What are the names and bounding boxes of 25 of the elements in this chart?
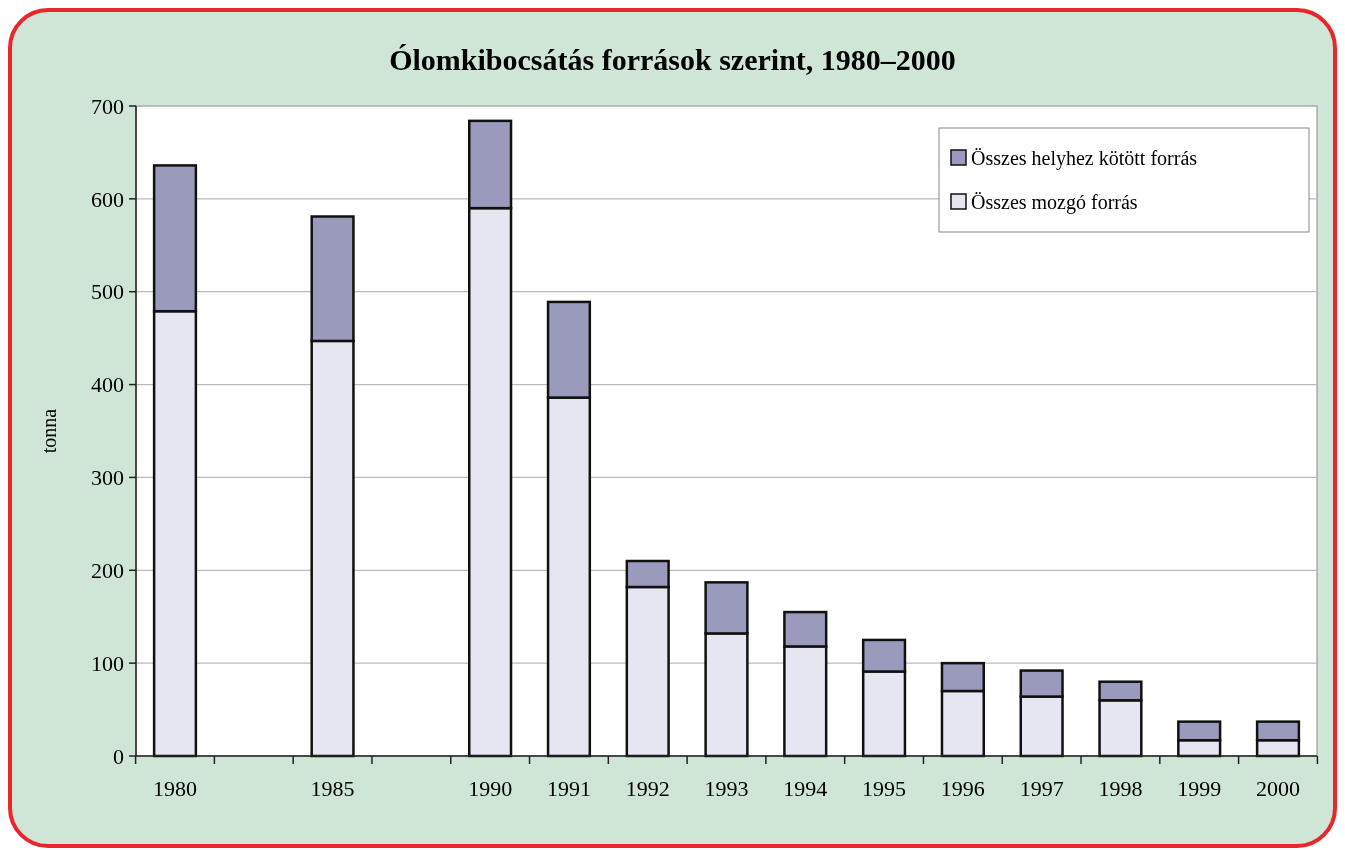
legend-label: Összes helyhez kötött forrás — [971, 147, 1198, 170]
x-tick-label: 1999 — [1177, 776, 1222, 801]
y-tick-label: 100 — [91, 650, 124, 676]
x-tick-label: 1998 — [1098, 776, 1143, 801]
x-tick-label: 1992 — [625, 776, 670, 801]
x-tick-label: 1996 — [940, 776, 985, 801]
y-tick-label: 500 — [91, 279, 124, 305]
x-tick-label: 2000 — [1256, 776, 1300, 801]
y-tick-label: 0 — [113, 743, 124, 769]
x-tick-label: 1995 — [862, 776, 907, 801]
y-tick-label: 200 — [91, 557, 124, 583]
x-tick-label: 1993 — [704, 776, 749, 801]
y-tick-label: 300 — [91, 465, 124, 491]
x-tick-label: 1997 — [1019, 776, 1064, 801]
chart-title: Ólomkibocsátás források szerint, 1980–2000 — [389, 43, 956, 76]
y-axis-title: tonna — [38, 408, 60, 454]
y-tick-label: 700 — [91, 93, 124, 119]
x-tick-label: 1990 — [468, 776, 513, 801]
x-tick-label: 1985 — [310, 776, 355, 801]
x-tick-label: 1991 — [546, 776, 591, 801]
legend-label: Összes mozgó forrás — [971, 191, 1138, 214]
x-tick-label: 1994 — [783, 776, 828, 801]
y-tick-label: 600 — [91, 186, 124, 212]
y-tick-label: 400 — [91, 372, 124, 398]
x-tick-label: 1980 — [153, 776, 197, 801]
